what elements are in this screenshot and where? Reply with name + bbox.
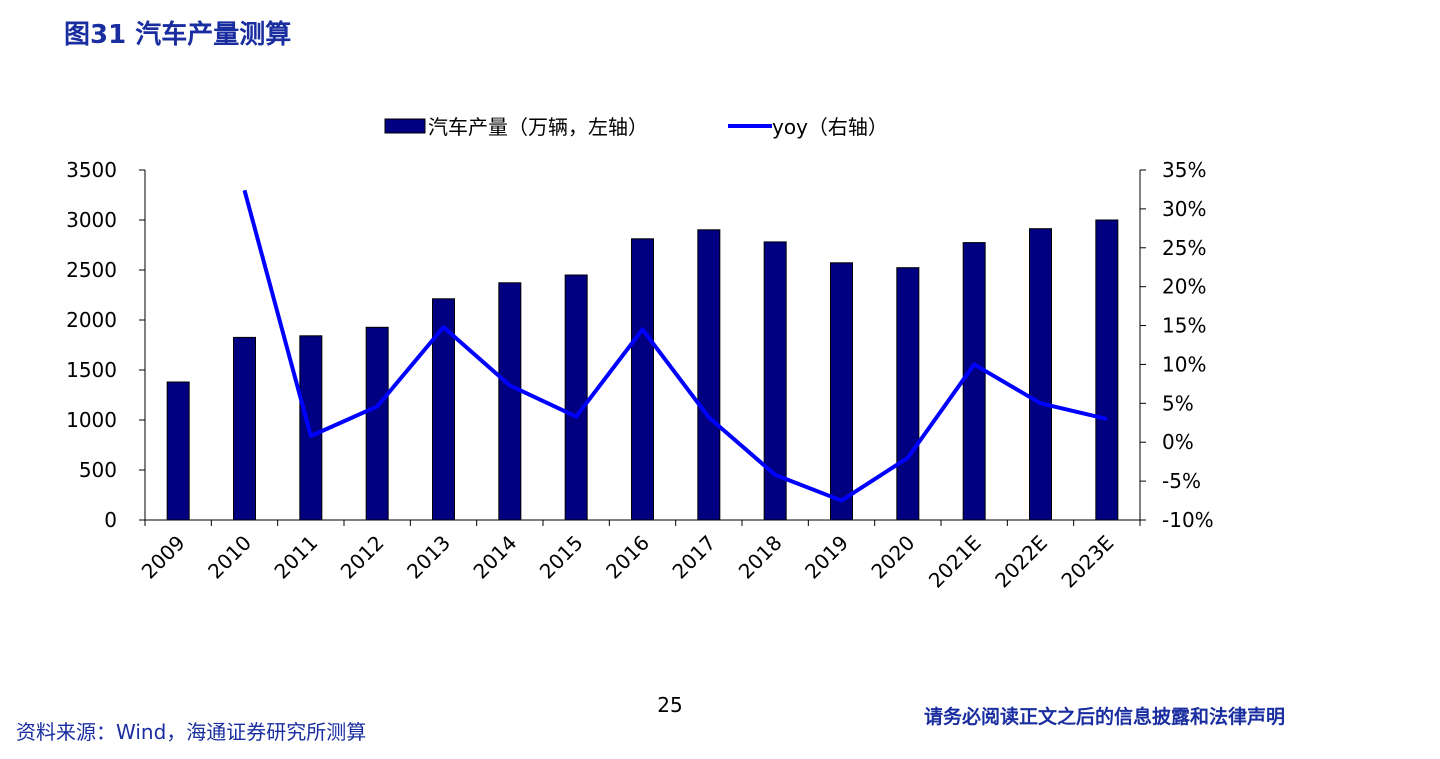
legend-bar-label: 汽车产量（万辆，左轴）: [428, 115, 648, 139]
page-number: 25: [657, 693, 683, 717]
y-right-tick-label: -5%: [1162, 469, 1201, 493]
y-left-tick-label: 1000: [66, 408, 117, 432]
x-tick-label: 2022E: [990, 531, 1052, 593]
bar-2009: [166, 381, 190, 521]
bar-2021E: [962, 242, 986, 521]
y-left-tick-label: 2500: [66, 258, 117, 282]
bar-2017: [697, 229, 721, 521]
bar-series: [166, 219, 1119, 521]
y-right-tick-label: 20%: [1162, 275, 1206, 299]
y-right-tick-label: 25%: [1162, 236, 1206, 260]
x-tick-label: 2018: [734, 531, 787, 584]
y-right-tick-label: 35%: [1162, 158, 1206, 182]
x-tick-label: 2012: [336, 531, 389, 584]
line-series: [242, 189, 1108, 503]
bar-2012: [365, 326, 389, 521]
figure-title: 图31 汽车产量测算: [64, 20, 292, 50]
bar-2011: [299, 335, 323, 521]
y-left-tick-label: 0: [104, 508, 117, 532]
x-tick-label: 2011: [269, 531, 322, 584]
chart: 汽车产量（万辆，左轴） yoy（右轴） 3500 3000 2500 2000 1500 1…: [66, 115, 1214, 593]
y-right-tick-label: -10%: [1162, 508, 1214, 532]
bar-2015: [564, 274, 588, 521]
x-tick-label: 2017: [667, 531, 720, 584]
x-tick-label: 2016: [601, 531, 654, 584]
x-tick-label: 2015: [535, 531, 588, 584]
bar-2022E: [1029, 228, 1052, 521]
x-tick-label: 2010: [203, 531, 256, 584]
y-right-tick-label: 0%: [1162, 430, 1194, 454]
x-tick-label: 2019: [800, 531, 853, 584]
bar-2020: [896, 267, 920, 521]
y-right-tick-label: 30%: [1162, 197, 1206, 221]
x-tick-label: 2014: [468, 531, 521, 584]
bar-2010: [233, 336, 256, 521]
y-left-tick-label: 500: [79, 458, 117, 482]
x-tick-label: 2009: [137, 531, 190, 584]
bar-2023E: [1095, 219, 1119, 521]
legend-line-label: yoy（右轴）: [772, 115, 888, 139]
bar-2019: [830, 262, 853, 521]
source-note: 资料来源：Wind，海通证券研究所测算: [16, 720, 367, 744]
yoy-line: [242, 189, 1108, 503]
x-tick-label: 2013: [402, 531, 455, 584]
x-tick-label: 2021E: [924, 531, 986, 593]
disclaimer-link[interactable]: 请务必阅读正文之后的信息披露和法律声明: [924, 706, 1286, 728]
bar-2014: [498, 282, 522, 521]
y-left-tick-label: 3500: [66, 158, 117, 182]
bar-2016: [631, 238, 654, 521]
y-left-tick-label: 1500: [66, 358, 117, 382]
y-right-tick-label: 15%: [1162, 314, 1206, 338]
x-tick-label: 2020: [866, 531, 919, 584]
x-tick-label: 2023E: [1056, 531, 1118, 593]
y-right-tick-label: 10%: [1162, 352, 1206, 376]
y-right-tick-label: 5%: [1162, 391, 1194, 415]
axes: [139, 169, 1146, 526]
legend-bar-swatch: [384, 118, 426, 134]
y-left-tick-label: 3000: [66, 208, 117, 232]
y-left-tick-label: 2000: [66, 308, 117, 332]
legend: 汽车产量（万辆，左轴） yoy（右轴）: [384, 115, 888, 139]
